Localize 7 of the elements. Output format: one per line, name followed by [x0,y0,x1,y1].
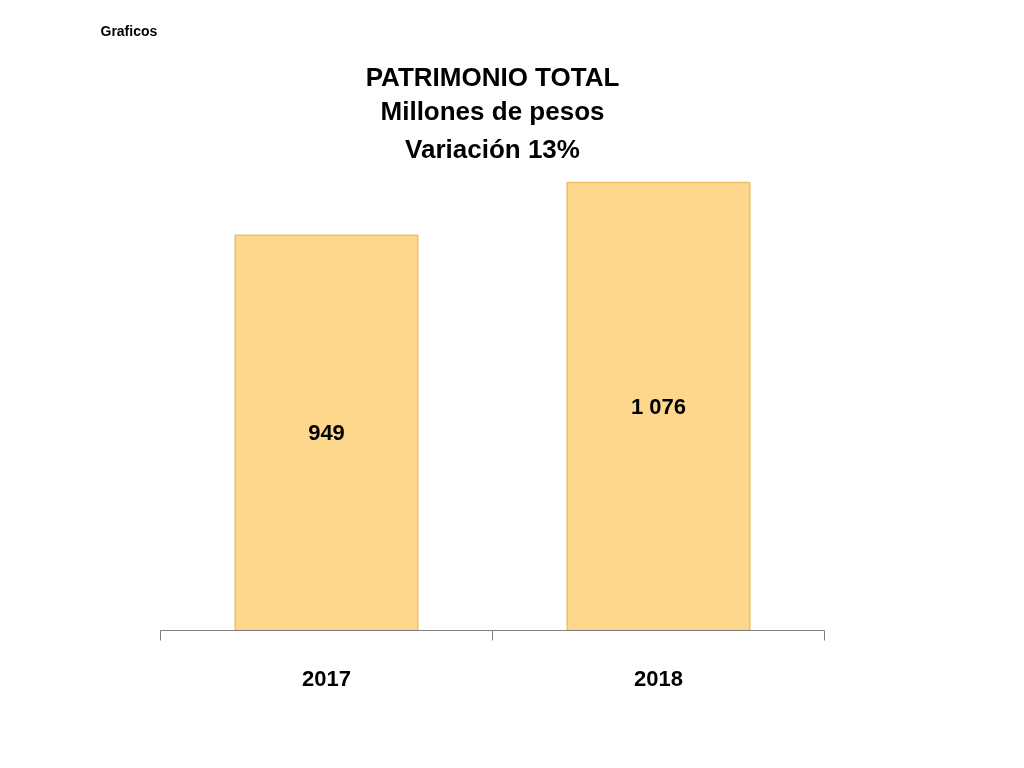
data-label: 949 [308,420,345,446]
x-tick-label: 2018 [634,665,683,691]
text: Graficos [100,22,158,39]
x-tick-label: 2017 [302,665,351,691]
chart-subtitle: Millones de pesos Variación 13% [380,96,605,164]
chart-title: PATRIMONIO TOTAL [365,61,620,92]
data-label: 1 076 [630,393,687,419]
